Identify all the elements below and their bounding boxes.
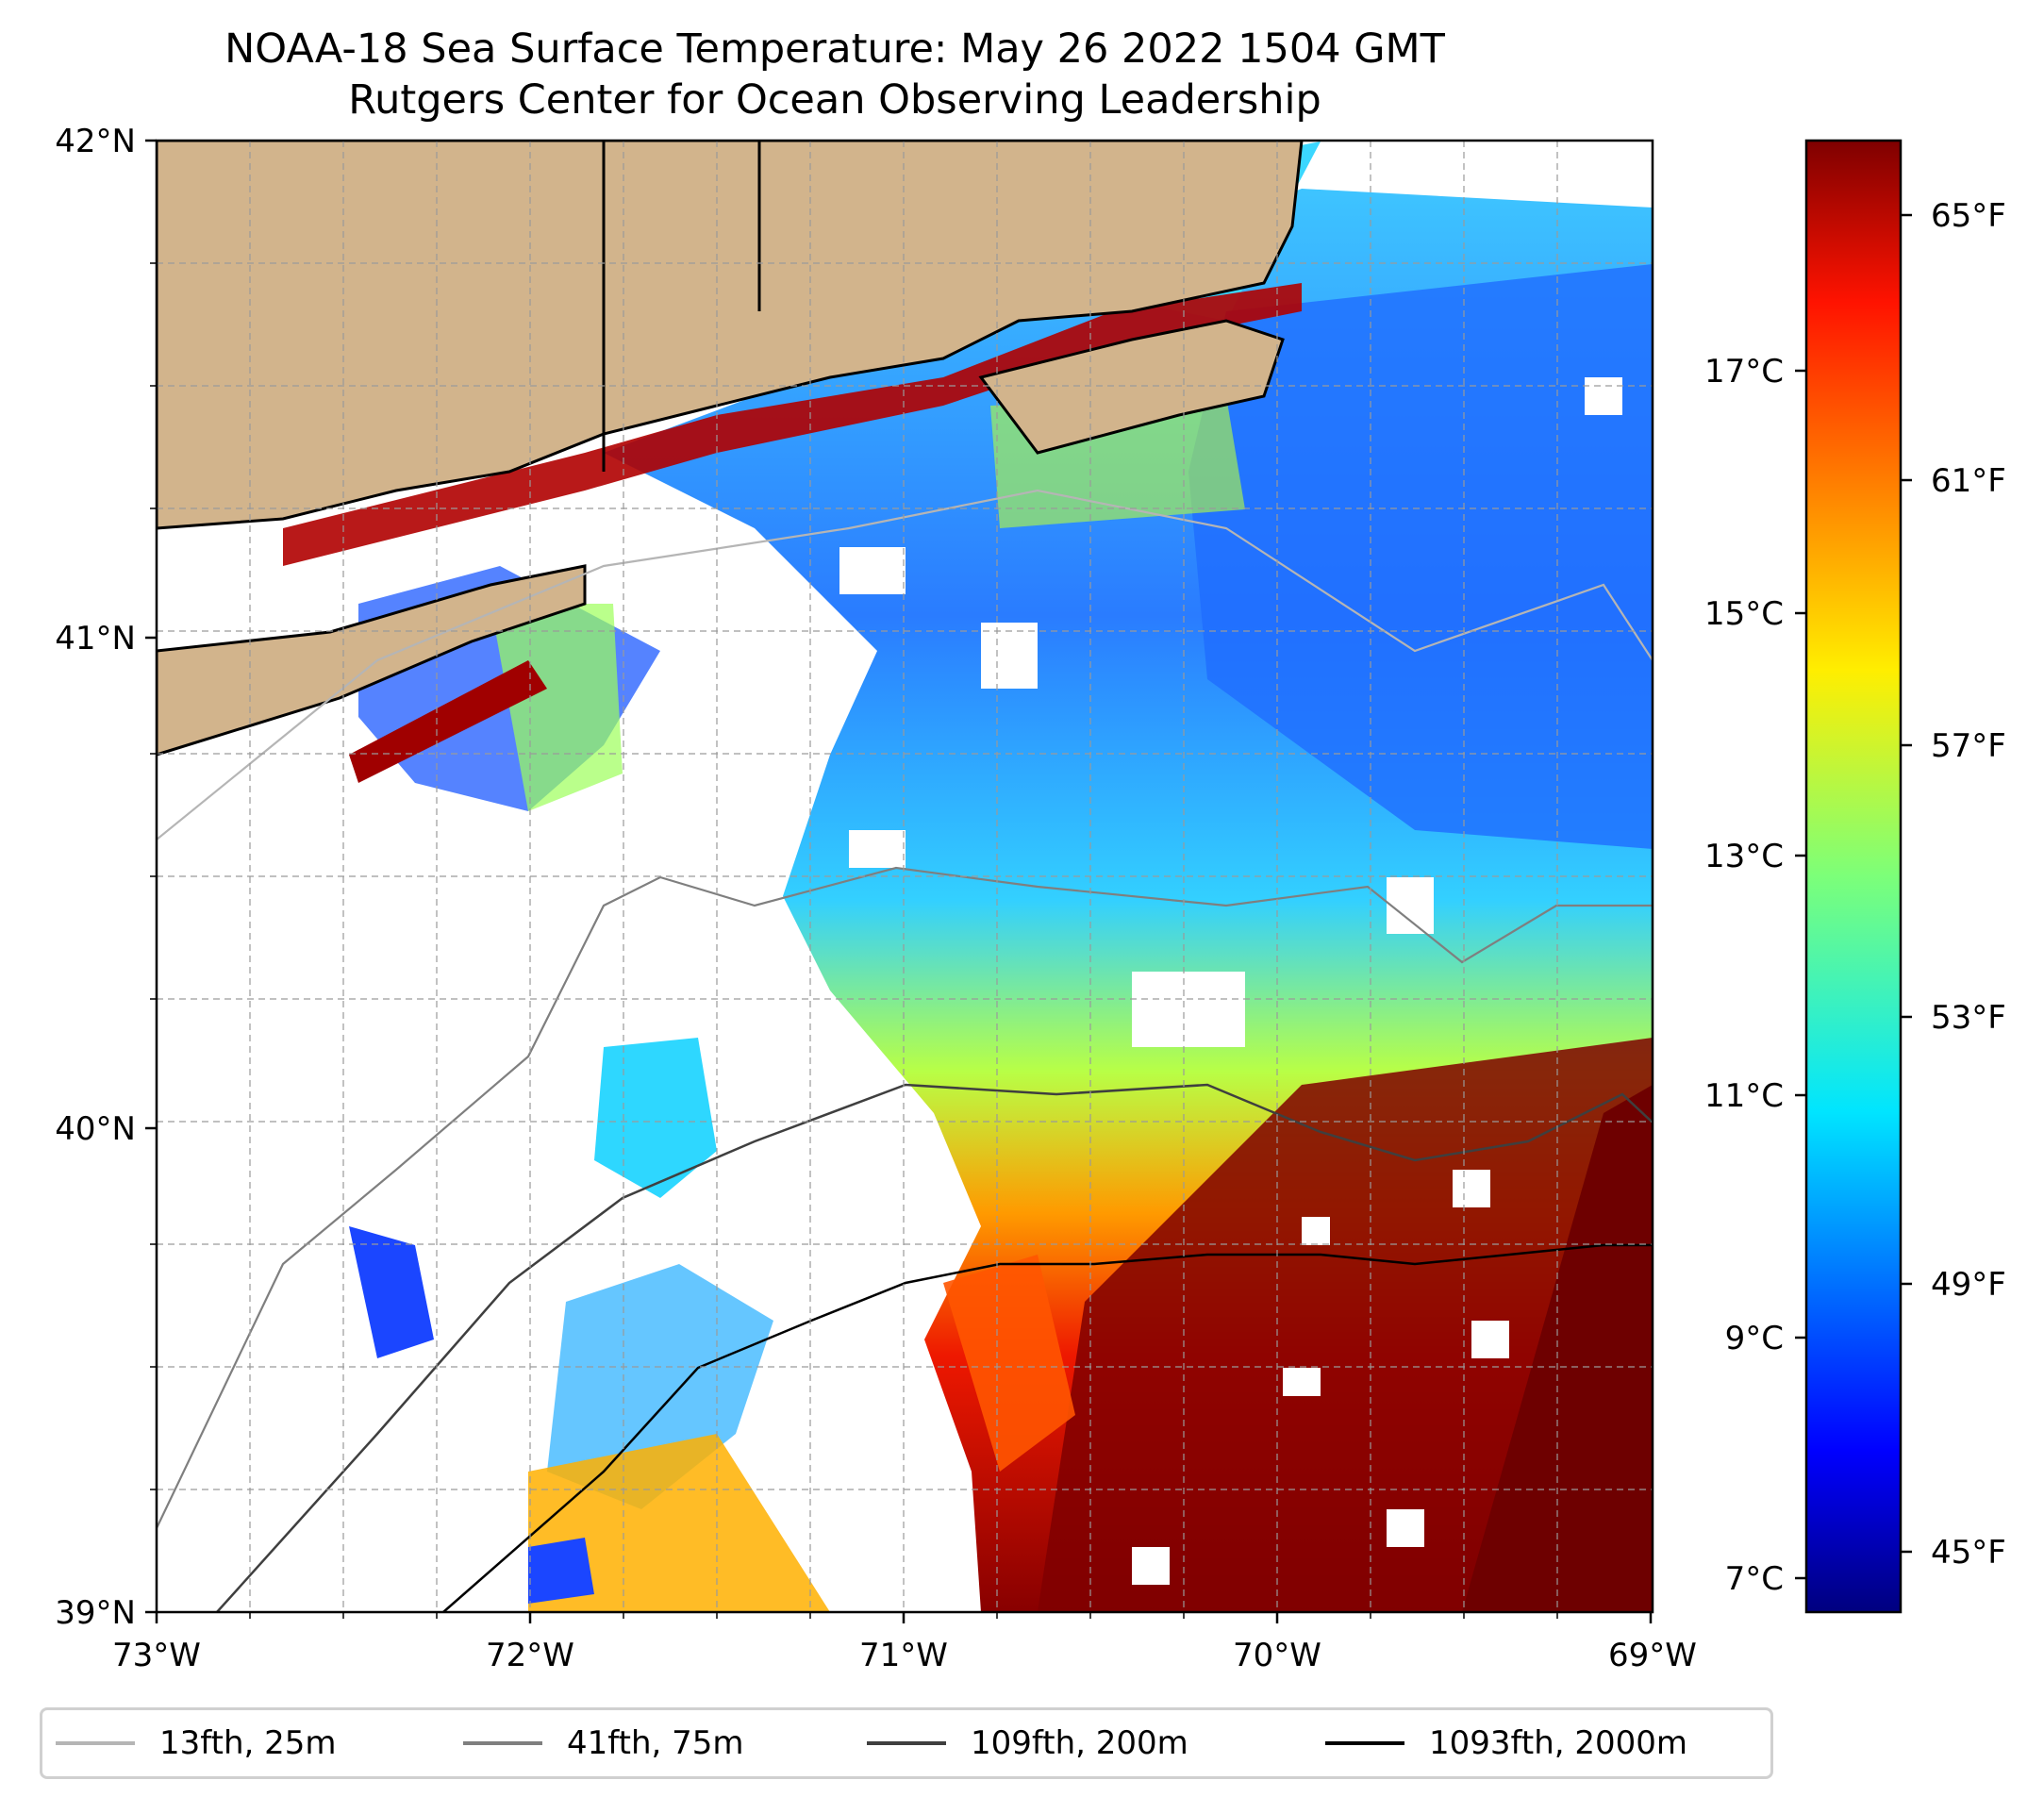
colorbar-c-tick: 17°C bbox=[1704, 353, 1784, 391]
isobaths bbox=[157, 489, 1653, 1612]
chart-title: NOAA-18 Sea Surface Temperature: May 26 … bbox=[224, 25, 1445, 73]
colorbar-f-tick: 53°F bbox=[1931, 999, 2006, 1037]
colorbar-gradient bbox=[1804, 139, 1903, 1614]
colorbar-c-tick: 13°C bbox=[1704, 838, 1784, 875]
isobath-legend: 13fth, 25m 41fth, 75m 109fth, 200m 1093f… bbox=[40, 1707, 1773, 1779]
colorbar-f-tick: 61°F bbox=[1931, 462, 2006, 500]
legend-label: 109fth, 200m bbox=[971, 1724, 1188, 1762]
legend-item-75m: 41fth, 75m bbox=[463, 1710, 744, 1776]
x-tick-label: 73°W bbox=[112, 1637, 201, 1674]
x-tick-label: 69°W bbox=[1608, 1637, 1697, 1674]
y-tick-label: 40°N bbox=[55, 1110, 136, 1148]
colorbar-f-tick: 65°F bbox=[1931, 197, 2006, 235]
x-tick-label: 70°W bbox=[1233, 1637, 1321, 1674]
legend-item-25m: 13fth, 25m bbox=[56, 1710, 337, 1776]
legend-line-icon bbox=[867, 1741, 946, 1745]
y-tick-label: 39°N bbox=[55, 1594, 136, 1632]
legend-line-icon bbox=[1325, 1741, 1404, 1745]
chart-subtitle: Rutgers Center for Ocean Observing Leade… bbox=[348, 76, 1321, 124]
grid-lines bbox=[157, 141, 1653, 1612]
y-tick-label: 42°N bbox=[55, 123, 136, 160]
legend-label: 1093fth, 2000m bbox=[1429, 1724, 1688, 1762]
colorbar-f-tick: 49°F bbox=[1931, 1266, 2006, 1304]
x-tick-label: 71°W bbox=[859, 1637, 948, 1674]
colorbar-c-tick: 15°C bbox=[1704, 595, 1784, 633]
colorbar-c-tick: 9°C bbox=[1725, 1320, 1784, 1357]
land bbox=[157, 141, 1304, 757]
legend-line-icon bbox=[463, 1741, 542, 1745]
colorbar-f-tick: 57°F bbox=[1931, 727, 2006, 765]
legend-label: 41fth, 75m bbox=[567, 1724, 744, 1762]
legend-line-icon bbox=[56, 1741, 135, 1745]
plot-area bbox=[157, 141, 1653, 1612]
legend-item-2000m: 1093fth, 2000m bbox=[1325, 1710, 1687, 1776]
colorbar-c-tick: 11°C bbox=[1704, 1077, 1784, 1115]
colorbar: 65°F 61°F 57°F 53°F 49°F 45°F 17°C 15°C … bbox=[1704, 139, 2006, 1614]
colorbar-f-tick: 45°F bbox=[1931, 1534, 2006, 1572]
x-tick-label: 72°W bbox=[486, 1637, 574, 1674]
legend-label: 13fth, 25m bbox=[159, 1724, 337, 1762]
colorbar-c-tick: 7°C bbox=[1725, 1560, 1784, 1598]
y-tick-label: 41°N bbox=[55, 620, 136, 657]
legend-item-200m: 109fth, 200m bbox=[867, 1710, 1188, 1776]
